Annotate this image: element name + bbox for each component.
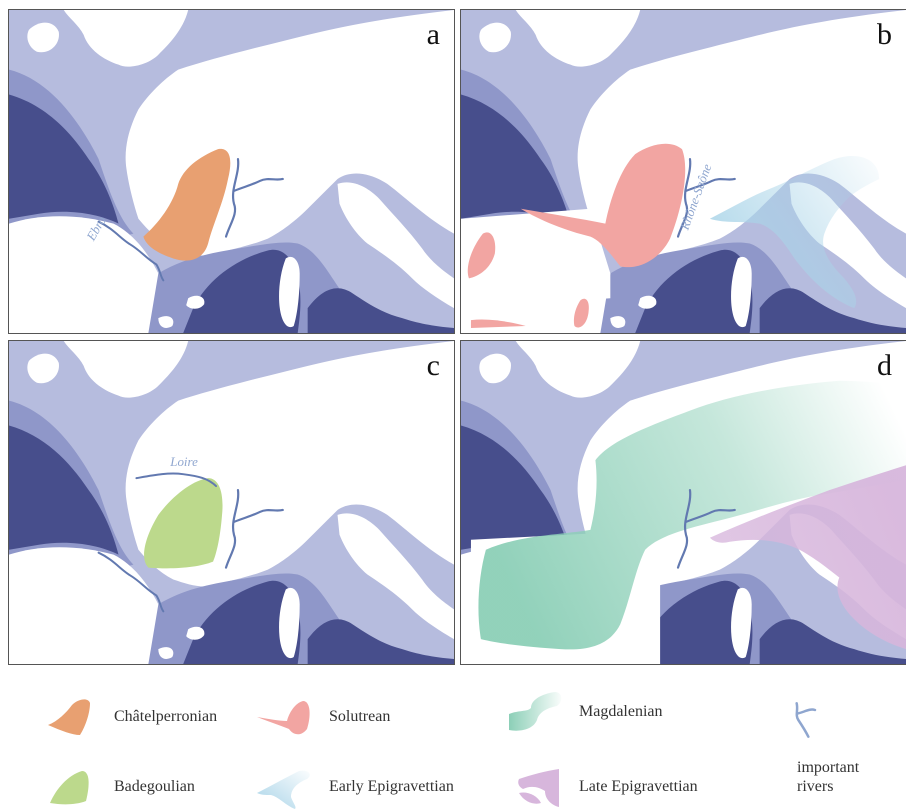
solutrean-area-main xyxy=(520,143,686,268)
magdalenian-area xyxy=(478,380,906,650)
solutrean-area-coast xyxy=(470,319,526,329)
legend-label-rivers: important rivers xyxy=(797,758,859,796)
early-epigravettian-area xyxy=(709,156,880,309)
legend-item-early-epigravettian: Early Epigravettian xyxy=(255,765,454,809)
legend-label-solutrean: Solutrean xyxy=(329,708,391,725)
legend-item-late-epigravettian: Late Epigravettian xyxy=(505,765,698,809)
legend: Châtelperronian Solutrean Magdalenian Ba… xyxy=(0,670,906,811)
legend-label-late-epigravettian: Late Epigravettian xyxy=(579,778,698,795)
badegoulian-area xyxy=(144,478,223,569)
legend-label-rivers-line1: important xyxy=(797,759,860,776)
map-panel-a: Ebro a xyxy=(8,9,455,334)
panel-label-a: a xyxy=(426,18,440,51)
legend-label-magdalenian: Magdalenian xyxy=(579,703,663,720)
map-b: Rhône-Saône xyxy=(461,10,906,333)
magdalenian-swatch-icon xyxy=(509,692,562,731)
panel-label-b: b xyxy=(877,18,892,51)
river-swatch-icon xyxy=(795,702,817,738)
early-epigravettian-swatch-icon xyxy=(257,770,310,809)
legend-item-chatelperronian: Châtelperronian xyxy=(40,695,217,739)
map-d xyxy=(461,341,906,664)
river-label-loire: Loire xyxy=(169,454,198,469)
legend-item-badegoulian: Badegoulian xyxy=(40,765,195,809)
legend-label-rivers-line2: rivers xyxy=(797,778,834,795)
late-epigravettian-area xyxy=(709,465,906,650)
legend-label-badegoulian: Badegoulian xyxy=(114,778,195,795)
late-epigravettian-swatch-icon xyxy=(518,769,559,807)
solutrean-area-south xyxy=(573,298,589,328)
solutrean-swatch-icon xyxy=(257,701,310,735)
solutrean-area-west xyxy=(467,232,496,279)
map-panel-d: d xyxy=(460,340,906,665)
legend-label-chatelperronian: Châtelperronian xyxy=(114,708,218,725)
legend-label-early-epigravettian: Early Epigravettian xyxy=(329,778,454,795)
chatelperronian-swatch-icon xyxy=(48,699,90,735)
map-panel-c: Loire c xyxy=(8,340,455,665)
panel-label-c: c xyxy=(426,349,440,382)
legend-item-solutrean: Solutrean xyxy=(255,695,390,739)
legend-item-magdalenian: Magdalenian xyxy=(505,690,663,734)
panel-label-d: d xyxy=(877,349,892,382)
map-a: Ebro xyxy=(9,10,454,333)
badegoulian-swatch-icon xyxy=(50,771,89,805)
map-c: Loire xyxy=(9,341,454,664)
map-panel-b: Rhône-Saône b xyxy=(460,9,906,334)
chatelperronian-area xyxy=(143,148,231,261)
